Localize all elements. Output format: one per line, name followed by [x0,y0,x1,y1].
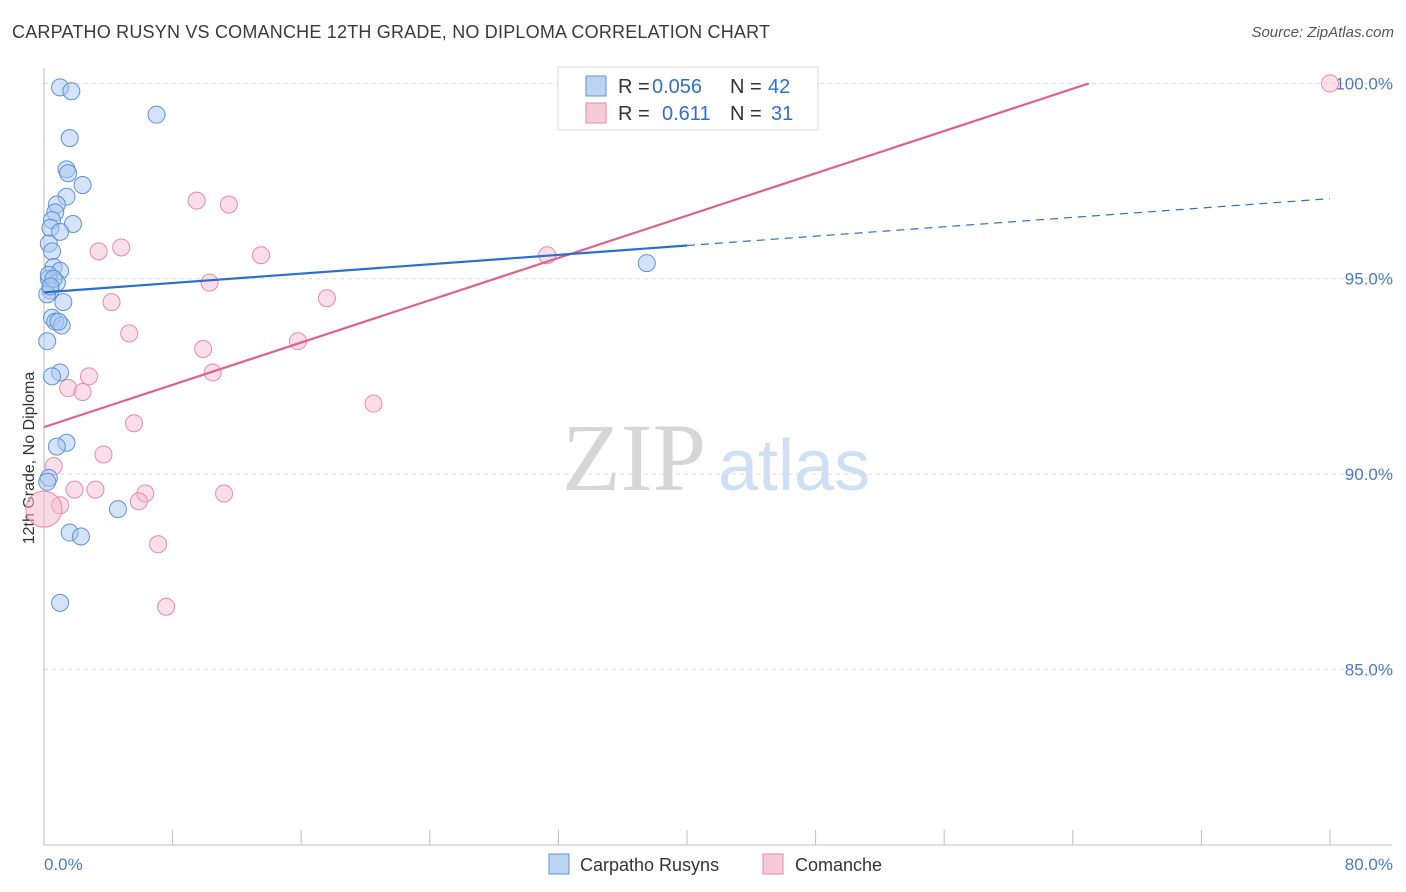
legend: R = 0.056 N = 42 R = 0.611 N = 31 [557,66,819,131]
comanche-point [94,445,113,464]
y-tick-label: 90.0% [1345,465,1393,484]
comanche-point [364,394,383,413]
comanche-point [129,492,148,511]
carpatho-rusyn-point [43,242,62,261]
trend-lines [43,82,1331,429]
carpatho-rusyn-point [54,293,73,312]
carpatho-rusyn-trend-line [43,244,688,294]
y-tick-label: 85.0% [1345,660,1393,679]
carpatho-rusyn-point [108,500,127,519]
comanche-point [89,242,108,261]
y-tick-labels: 85.0% 90.0% 95.0% 100.0% [1335,74,1393,679]
comanche-point [1321,74,1339,93]
carpatho-rusyn-point [59,164,78,183]
y-tick-label: 95.0% [1345,270,1393,289]
y-tick-label: 100.0% [1335,74,1393,93]
bottom-legend-swatch-pink [762,853,784,875]
legend-swatch-pink [585,102,607,124]
carpatho-rusyn-point [73,175,92,194]
legend-n-label-1: N = [730,76,762,98]
comanche-point [252,246,271,265]
carpatho-rusyn-trend-extension [686,198,1331,247]
legend-r-value-1: 0.056 [652,76,702,98]
comanche-point [215,484,234,503]
comanche-point [219,195,238,214]
carpatho-rusyn-point [47,437,66,456]
bottom-legend: Carpatho Rusyns Comanche [548,853,882,875]
comanche-point [65,480,84,499]
axes [43,68,1392,846]
carpatho-rusyn-point [71,527,90,546]
x-tick-labels: 0.0% 80.0% [44,855,1393,874]
legend-r-label-1: R = [618,76,650,98]
carpatho-rusyn-point [51,222,70,241]
x-tick-label: 80.0% [1345,855,1393,874]
bottom-legend-label-1: Carpatho Rusyns [580,855,719,875]
carpatho-rusyn-point [38,472,57,491]
legend-swatch-blue [585,75,607,97]
carpatho-rusyn-point [62,82,81,101]
chart-title: CARPATHO RUSYN VS COMANCHE 12TH GRADE, N… [12,22,771,42]
comanche-point [112,238,131,257]
grid-lines [44,82,1390,670]
comanche-point [73,382,92,401]
comanche-point [149,535,168,554]
carpatho-rusyn-point [60,129,79,148]
comanche-point [102,293,121,312]
legend-r-label-2: R = [618,103,650,125]
comanche-point [317,289,336,308]
watermark-atlas: atlas [718,426,870,506]
comanche-points [25,74,1339,616]
comanche-point [59,379,78,398]
bottom-legend-swatch-blue [548,853,570,875]
comanche-point [120,324,139,343]
legend-r-value-2: 0.611 [662,103,711,125]
x-tick-label: 0.0% [44,855,83,874]
carpatho-rusyn-point [38,332,57,351]
carpatho-rusyn-point [637,254,656,273]
carpatho-rusyn-points [38,78,656,612]
legend-n-value-1: 42 [768,76,790,98]
comanche-point [194,340,213,359]
carpatho-rusyn-point [147,105,166,124]
comanche-point [157,597,176,616]
comanche-point [80,367,99,386]
bottom-legend-label-2: Comanche [795,855,882,875]
comanche-point [200,273,219,292]
legend-n-value-2: 31 [771,103,793,125]
watermark: ZIP atlas [562,404,870,511]
legend-n-label-2: N = [730,103,762,125]
carpatho-rusyn-point [51,593,70,612]
comanche-point [86,480,105,499]
comanche-point [25,490,63,528]
carpatho-rusyn-point [43,367,62,386]
comanche-point [125,414,144,433]
comanche-point [187,191,206,210]
watermark-zip: ZIP [562,404,706,511]
source-label: Source: ZipAtlas.com [1251,24,1394,41]
carpatho-rusyn-point [49,312,68,331]
